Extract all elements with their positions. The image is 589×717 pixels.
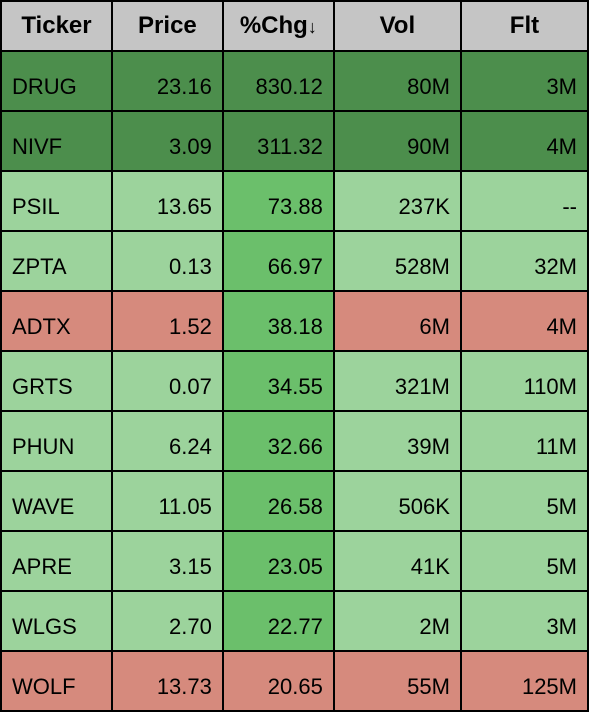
cell-flt: 3M <box>461 591 588 651</box>
table-body: DRUG23.16830.1280M3MNIVF3.09311.3290M4MP… <box>1 51 588 711</box>
cell-chg: 73.88 <box>223 171 334 231</box>
cell-ticker: PHUN <box>1 411 112 471</box>
cell-ticker: WLGS <box>1 591 112 651</box>
cell-flt: 11M <box>461 411 588 471</box>
cell-vol: 90M <box>334 111 461 171</box>
cell-chg: 34.55 <box>223 351 334 411</box>
cell-price: 0.07 <box>112 351 223 411</box>
cell-ticker: NIVF <box>1 111 112 171</box>
cell-price: 11.05 <box>112 471 223 531</box>
column-label: Price <box>138 12 197 39</box>
table-row[interactable]: WOLF13.7320.6555M125M <box>1 651 588 711</box>
cell-vol: 237K <box>334 171 461 231</box>
cell-ticker: PSIL <box>1 171 112 231</box>
cell-vol: 80M <box>334 51 461 111</box>
column-label: Flt <box>510 12 539 39</box>
cell-vol: 2M <box>334 591 461 651</box>
column-label: %Chg <box>240 12 308 39</box>
cell-price: 13.65 <box>112 171 223 231</box>
cell-price: 0.13 <box>112 231 223 291</box>
cell-flt: -- <box>461 171 588 231</box>
table-row[interactable]: NIVF3.09311.3290M4M <box>1 111 588 171</box>
cell-ticker: WOLF <box>1 651 112 711</box>
cell-price: 3.15 <box>112 531 223 591</box>
cell-vol: 321M <box>334 351 461 411</box>
cell-ticker: ZPTA <box>1 231 112 291</box>
cell-chg: 22.77 <box>223 591 334 651</box>
cell-ticker: ADTX <box>1 291 112 351</box>
cell-vol: 55M <box>334 651 461 711</box>
cell-ticker: WAVE <box>1 471 112 531</box>
cell-price: 2.70 <box>112 591 223 651</box>
cell-vol: 528M <box>334 231 461 291</box>
cell-vol: 506K <box>334 471 461 531</box>
cell-flt: 5M <box>461 531 588 591</box>
cell-ticker: DRUG <box>1 51 112 111</box>
cell-chg: 20.65 <box>223 651 334 711</box>
column-label: Vol <box>380 12 416 39</box>
cell-price: 1.52 <box>112 291 223 351</box>
cell-chg: 66.97 <box>223 231 334 291</box>
cell-flt: 4M <box>461 291 588 351</box>
table-header: Ticker Price %Chg↓ Vol Flt <box>1 1 588 51</box>
cell-vol: 39M <box>334 411 461 471</box>
cell-price: 23.16 <box>112 51 223 111</box>
table-row[interactable]: ADTX1.5238.186M4M <box>1 291 588 351</box>
cell-chg: 23.05 <box>223 531 334 591</box>
column-label: Ticker <box>21 12 91 39</box>
cell-price: 13.73 <box>112 651 223 711</box>
cell-flt: 110M <box>461 351 588 411</box>
cell-flt: 125M <box>461 651 588 711</box>
cell-flt: 32M <box>461 231 588 291</box>
table-row[interactable]: GRTS0.0734.55321M110M <box>1 351 588 411</box>
table-row[interactable]: ZPTA0.1366.97528M32M <box>1 231 588 291</box>
column-header-flt[interactable]: Flt <box>461 1 588 51</box>
column-header-vol[interactable]: Vol <box>334 1 461 51</box>
cell-chg: 311.32 <box>223 111 334 171</box>
stock-table: Ticker Price %Chg↓ Vol Flt DRUG23.16830.… <box>0 0 589 712</box>
table-row[interactable]: APRE3.1523.0541K5M <box>1 531 588 591</box>
table-row[interactable]: DRUG23.16830.1280M3M <box>1 51 588 111</box>
table-row[interactable]: WLGS2.7022.772M3M <box>1 591 588 651</box>
table-row[interactable]: PSIL13.6573.88237K-- <box>1 171 588 231</box>
cell-chg: 38.18 <box>223 291 334 351</box>
cell-flt: 4M <box>461 111 588 171</box>
cell-flt: 5M <box>461 471 588 531</box>
table-row[interactable]: PHUN6.2432.6639M11M <box>1 411 588 471</box>
sort-desc-icon: ↓ <box>308 17 317 37</box>
cell-flt: 3M <box>461 51 588 111</box>
cell-chg: 26.58 <box>223 471 334 531</box>
cell-chg: 830.12 <box>223 51 334 111</box>
cell-ticker: GRTS <box>1 351 112 411</box>
column-header-price[interactable]: Price <box>112 1 223 51</box>
table-row[interactable]: WAVE11.0526.58506K5M <box>1 471 588 531</box>
cell-ticker: APRE <box>1 531 112 591</box>
cell-vol: 41K <box>334 531 461 591</box>
cell-price: 6.24 <box>112 411 223 471</box>
column-header-chg[interactable]: %Chg↓ <box>223 1 334 51</box>
cell-price: 3.09 <box>112 111 223 171</box>
column-header-ticker[interactable]: Ticker <box>1 1 112 51</box>
cell-chg: 32.66 <box>223 411 334 471</box>
cell-vol: 6M <box>334 291 461 351</box>
